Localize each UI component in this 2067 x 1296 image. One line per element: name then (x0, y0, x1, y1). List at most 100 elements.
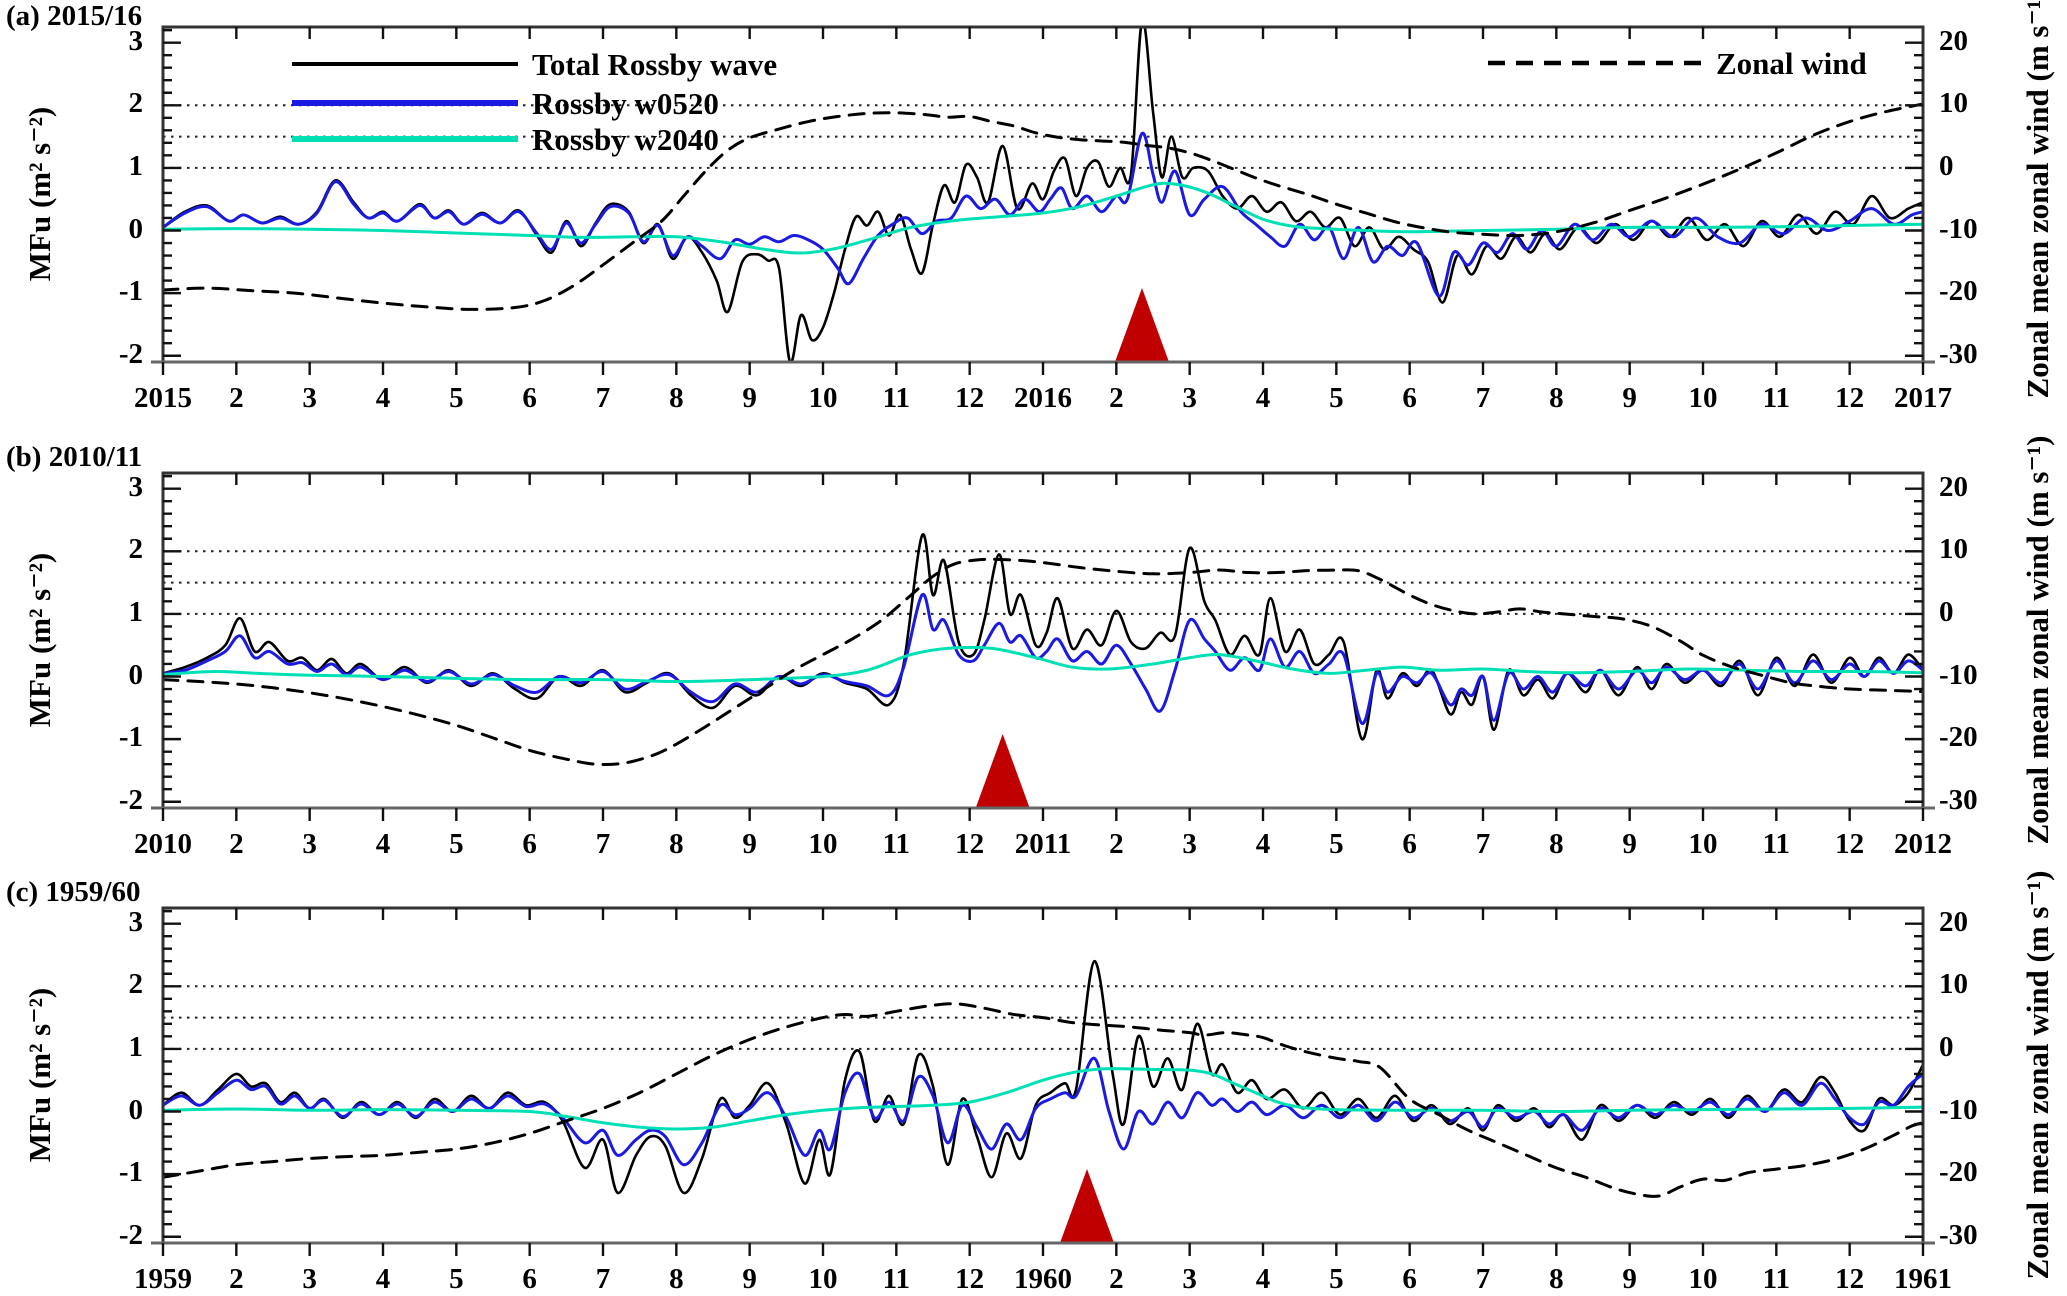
panel-a (151, 25, 1935, 375)
x-tick-label: 6 (1402, 1263, 1417, 1295)
x-tick-label: 9 (1622, 828, 1637, 860)
x-tick-label: 2012 (1894, 828, 1952, 860)
y-tick-label: 3 (128, 24, 144, 57)
x-tick-label: 12 (955, 1263, 985, 1295)
x-tick-label: 7 (1475, 382, 1491, 414)
x-tick-label: 10 (1688, 828, 1718, 860)
x-tick-label: 11 (1762, 828, 1791, 860)
y-tick-label: 2 (128, 87, 144, 120)
x-tick-label: 4 (375, 1263, 391, 1295)
panel-b-title: (b) 2010/11 (6, 441, 143, 473)
x-tick-label: 4 (1255, 1263, 1271, 1295)
series-zonal-wind (163, 1002, 1923, 1198)
y-tick-label: 2 (128, 968, 144, 1001)
x-tick-label: 2 (1109, 382, 1124, 414)
y2-tick-label: 20 (1939, 470, 1968, 503)
x-tick-label: 6 (522, 828, 537, 860)
panel-a-title: (a) 2015/16 (6, 0, 143, 32)
y-tick-label: 1 (128, 1030, 144, 1063)
x-tick-label: 11 (882, 1263, 911, 1295)
x-tick-label: 2016 (1014, 382, 1072, 414)
y2-tick-label: -30 (1939, 1218, 1978, 1251)
x-tick-label: 5 (1329, 1263, 1344, 1295)
x-tick-label: 2011 (1014, 828, 1072, 860)
x-tick-label: 10 (808, 382, 838, 414)
x-tick-label: 6 (522, 1263, 537, 1295)
x-tick-label: 5 (449, 828, 464, 860)
series-rossby-w0520 (163, 593, 1923, 725)
x-tick-label: 12 (955, 828, 985, 860)
legend-label-zonal-wind: Zonal wind (1716, 46, 1867, 81)
y2-tick-label: 0 (1939, 149, 1954, 182)
x-tick-label: 2017 (1894, 382, 1952, 414)
x-tick-label: 8 (1549, 382, 1564, 414)
y2-tick-label: 10 (1939, 87, 1968, 120)
panel-c-title: (c) 1959/60 (6, 876, 141, 908)
series-rossby-w2040 (163, 1067, 1923, 1131)
x-tick-label: 2 (229, 1263, 244, 1295)
x-tick-label: 2 (1109, 828, 1124, 860)
y2-tick-label: 10 (1939, 533, 1968, 566)
x-tick-label: 5 (449, 1263, 464, 1295)
x-tick-label: 1960 (1014, 1263, 1072, 1295)
y2-tick-label: 20 (1939, 24, 1968, 57)
series-rossby-w0520 (163, 131, 1923, 298)
y2-tick-label: -20 (1939, 275, 1978, 308)
series-total-rossby-wave (163, 533, 1923, 741)
x-tick-label: 9 (1622, 1263, 1637, 1295)
x-tick-label: 9 (742, 1263, 757, 1295)
axis-ticks (161, 908, 1925, 1256)
series-rossby-w2040 (163, 645, 1923, 684)
x-tick-label: 10 (808, 828, 838, 860)
x-tick-label: 3 (1182, 1263, 1197, 1295)
x-tick-label: 8 (1549, 828, 1564, 860)
x-tick-label: 3 (1182, 828, 1197, 860)
plot-frame (161, 906, 1925, 1245)
y2-tick-label: -30 (1939, 783, 1978, 816)
x-tick-label: 4 (375, 828, 391, 860)
panel-b (151, 471, 1935, 821)
x-tick-label: 11 (1762, 382, 1791, 414)
y2-tick-label: 10 (1939, 968, 1968, 1001)
y2-tick-label: -10 (1939, 1093, 1978, 1126)
x-tick-label: 3 (302, 1263, 317, 1295)
panel-c (151, 906, 1935, 1256)
y-tick-label: 3 (128, 470, 144, 503)
ssw-onset-marker (1115, 288, 1169, 362)
x-tick-label: 8 (669, 382, 684, 414)
x-tick-label: 7 (595, 382, 611, 414)
y-tick-label: -2 (118, 337, 143, 370)
x-tick-label: 4 (1255, 828, 1271, 860)
y2-tick-label: 20 (1939, 905, 1968, 938)
ssw-onset-marker (975, 734, 1030, 808)
x-tick-label: 11 (882, 382, 911, 414)
y2-tick-label: -20 (1939, 1156, 1978, 1189)
x-tick-label: 10 (1688, 1263, 1718, 1295)
x-tick-label: 2 (229, 382, 244, 414)
x-tick-label: 2 (229, 828, 244, 860)
legend-label-rossby-w2040: Rossby w2040 (532, 122, 719, 157)
series-total-rossby-wave (163, 959, 1923, 1195)
y2-tick-label: -30 (1939, 337, 1978, 370)
y-tick-label: -1 (118, 721, 143, 754)
x-tick-label: 6 (1402, 382, 1417, 414)
x-tick-label: 9 (742, 828, 757, 860)
x-tick-label: 5 (449, 382, 464, 414)
y-tick-label: -1 (118, 1156, 143, 1189)
x-tick-label: 4 (1255, 382, 1271, 414)
series-zonal-wind (163, 557, 1923, 766)
y-tick-label: 0 (128, 658, 144, 691)
x-tick-label: 6 (522, 382, 537, 414)
x-tick-label: 7 (595, 1263, 611, 1295)
legend-label-total-rossby-wave: Total Rossby wave (532, 47, 778, 82)
series-rossby-w2040 (163, 181, 1923, 255)
y-tick-label: 3 (128, 905, 144, 938)
y2-tick-label: -10 (1939, 212, 1978, 245)
y-tick-label: 2 (128, 533, 144, 566)
y2-tick-label: 0 (1939, 1030, 1954, 1063)
x-tick-label: 7 (1475, 1263, 1491, 1295)
x-tick-label: 5 (1329, 382, 1344, 414)
series-rossby-w0520 (163, 1056, 1923, 1167)
